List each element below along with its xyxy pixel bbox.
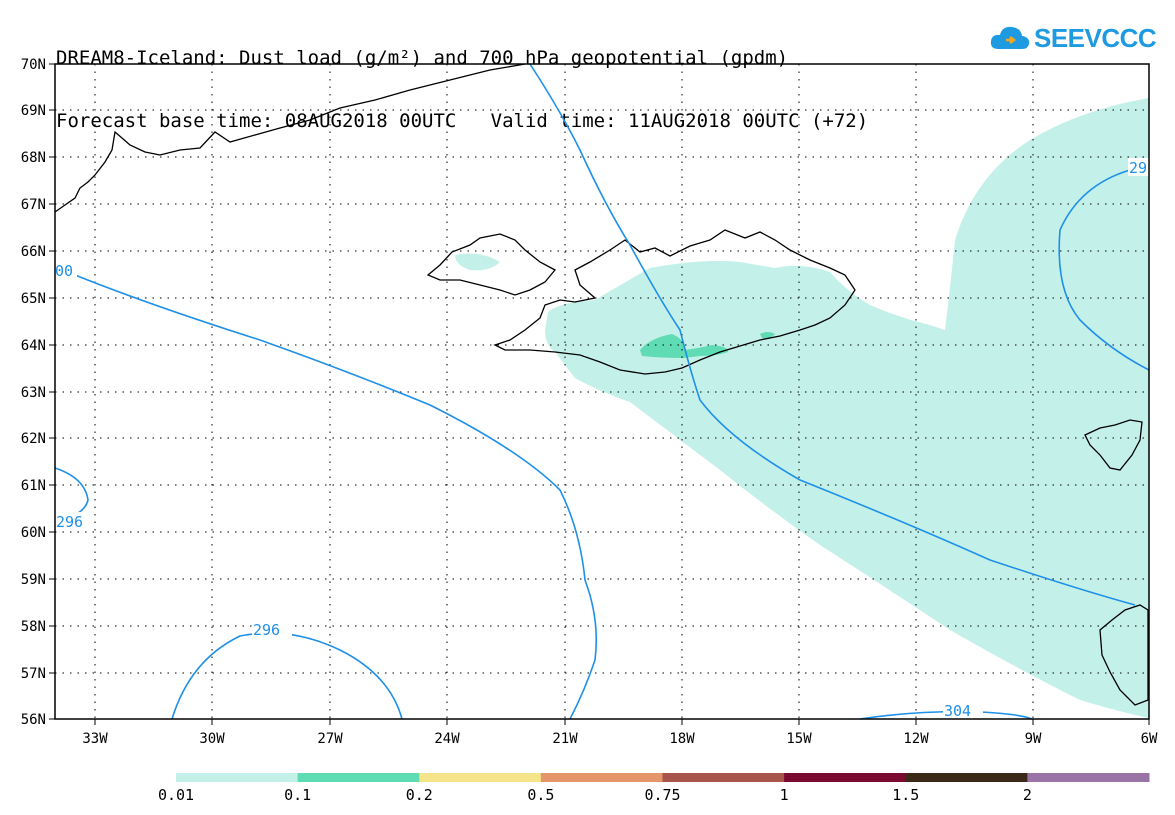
colorbar-label: 0.5 xyxy=(527,786,554,804)
lat-label: 70N xyxy=(21,57,46,73)
lat-label: 56N xyxy=(21,712,46,728)
seevccc-logo: SEEVCCC xyxy=(990,18,1157,58)
dust-field xyxy=(455,98,1149,718)
lon-label: 33W xyxy=(82,731,108,747)
cloud-icon xyxy=(990,26,1030,49)
colorbar-swatch xyxy=(1027,773,1150,782)
contour-label: 00 xyxy=(55,262,73,280)
faroe-shetland-coast xyxy=(1084,419,1143,471)
contour-label: 29 xyxy=(1129,159,1147,177)
colorbar-swatch xyxy=(540,773,663,782)
lon-label: 15W xyxy=(786,731,812,747)
contour-296-southwest xyxy=(171,632,403,720)
lat-label: 62N xyxy=(21,431,46,447)
lon-label: 27W xyxy=(317,731,343,747)
title-line-2: Forecast base time: 08AUG2018 00UTC Vali… xyxy=(56,110,869,132)
lon-label: 9W xyxy=(1025,731,1042,747)
contour-label: 296 xyxy=(56,513,83,531)
dust-area-low-west xyxy=(455,253,500,271)
colorbar-label: 1.5 xyxy=(892,786,919,804)
colorbar-swatch xyxy=(905,773,1028,782)
latitude-labels: 70N 69N 68N 67N 66N 65N 64N 63N 62N 61N … xyxy=(21,57,46,728)
lat-label: 61N xyxy=(21,478,46,494)
colorbar-label: 1 xyxy=(780,786,789,804)
lat-label: 58N xyxy=(21,619,46,635)
lat-label: 66N xyxy=(21,244,46,260)
scotland-coast xyxy=(1099,604,1149,706)
contour-300-west xyxy=(74,274,597,720)
lat-label: 60N xyxy=(21,525,46,541)
coastlines xyxy=(54,63,1149,706)
colorbar-swatch xyxy=(784,773,907,782)
logo-text: SEEVCCC xyxy=(1034,22,1157,53)
dust-area-mid-east xyxy=(760,332,775,339)
lon-label: 12W xyxy=(903,731,929,747)
colorbar-label: 0.1 xyxy=(284,786,311,804)
contour-east xyxy=(1058,169,1150,371)
lat-label: 63N xyxy=(21,385,46,401)
colorbar-swatch xyxy=(176,773,299,782)
dust-area-low xyxy=(545,98,1149,718)
contour-labels: 296 296 304 00 29 xyxy=(55,158,1149,720)
westfjords-coast xyxy=(426,233,557,296)
contour-label: 296 xyxy=(253,621,280,639)
lon-label: 24W xyxy=(434,731,460,747)
iceland-coast xyxy=(493,229,856,375)
contour-central xyxy=(529,63,1136,606)
lon-label: 6W xyxy=(1141,731,1158,747)
lon-label: 30W xyxy=(199,731,225,747)
lat-label: 67N xyxy=(21,197,46,213)
longitude-labels: 33W 30W 27W 24W 21W 18W 15W 12W 9W 6W xyxy=(82,731,1158,747)
greenland-coast xyxy=(54,63,526,213)
colorbar-swatch xyxy=(297,773,420,782)
lon-label: 18W xyxy=(669,731,695,747)
colorbar: 0.01 0.1 0.2 0.5 0.75 1 1.5 2 xyxy=(158,773,1150,804)
colorbar-label: 0.2 xyxy=(406,786,433,804)
tick-marks xyxy=(49,63,1150,725)
colorbar-label: 0.01 xyxy=(158,786,194,804)
lat-label: 69N xyxy=(21,103,46,119)
contour-296-west xyxy=(54,467,89,519)
colorbar-swatch xyxy=(419,773,542,782)
lon-label: 21W xyxy=(552,731,578,747)
colorbar-swatch xyxy=(662,773,785,782)
lat-label: 68N xyxy=(21,150,46,166)
colorbar-label: 0.75 xyxy=(644,786,680,804)
lat-label: 65N xyxy=(21,291,46,307)
lat-label: 64N xyxy=(21,338,46,354)
lat-label: 57N xyxy=(21,666,46,682)
lat-label: 59N xyxy=(21,572,46,588)
colorbar-label: 2 xyxy=(1023,786,1032,804)
contour-label: 304 xyxy=(944,702,971,720)
